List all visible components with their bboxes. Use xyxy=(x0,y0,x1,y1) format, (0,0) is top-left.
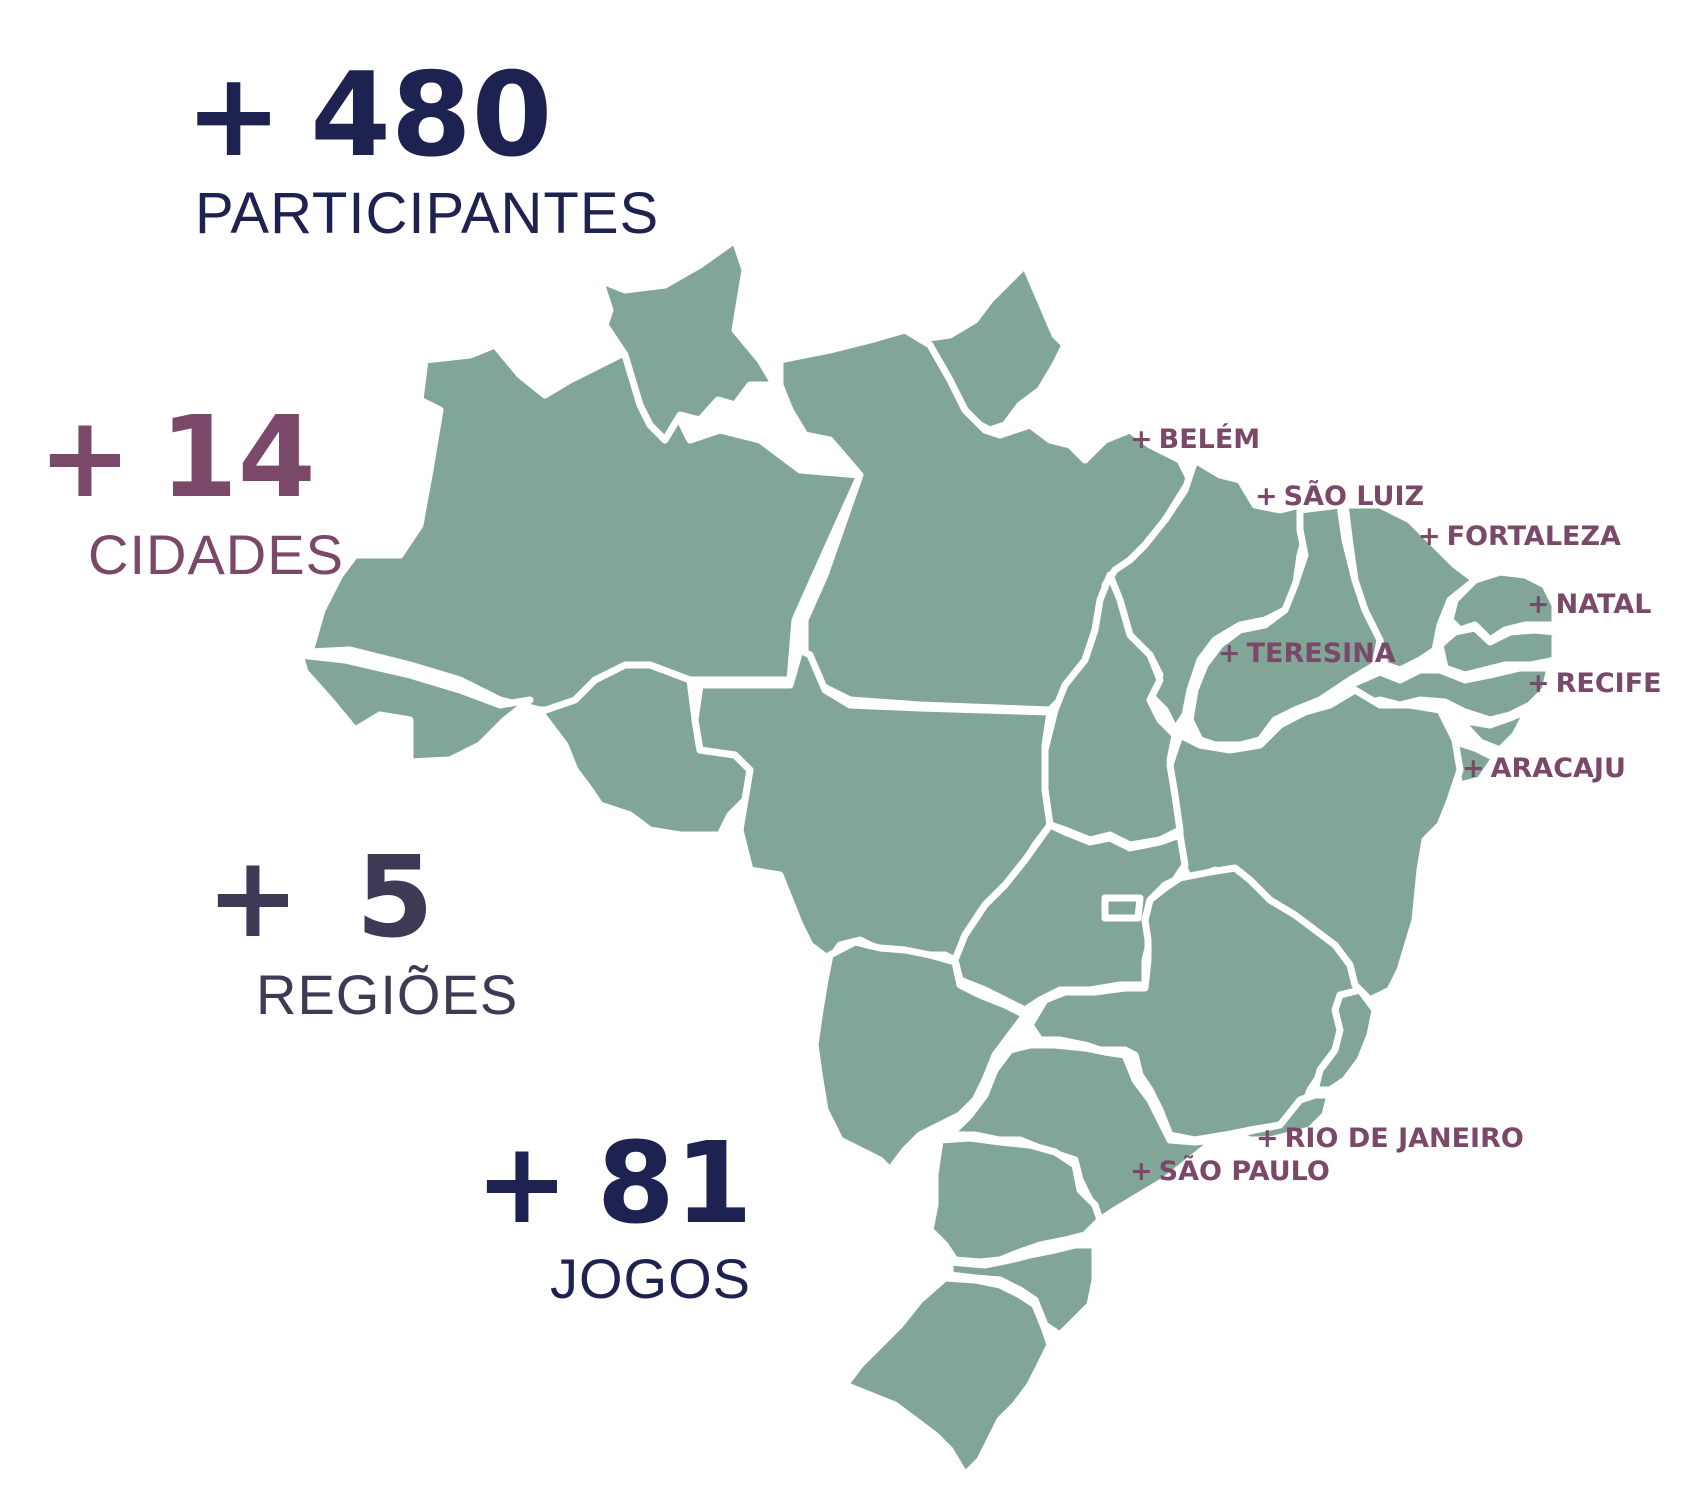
state-rio-grande-do-sul xyxy=(841,1274,1054,1479)
city-label-aracaju: + ARACAJU xyxy=(1462,755,1626,782)
city-name: BELÉM xyxy=(1158,424,1261,455)
plus-icon: + xyxy=(1130,424,1153,455)
state-ceara xyxy=(1341,501,1479,674)
participantes-label: PARTICIPANTES xyxy=(195,181,660,246)
plus-icon: + xyxy=(1130,1156,1153,1187)
plus-icon: + xyxy=(185,48,283,183)
city-name: SÃO LUIZ xyxy=(1283,481,1425,512)
city-label-recife: + RECIFE xyxy=(1527,670,1662,697)
plus-icon: + xyxy=(1462,753,1485,784)
city-label-belem: + BELÉM xyxy=(1130,426,1260,453)
state-mato-grosso-do-sul xyxy=(811,938,1029,1174)
stat-regioes: +5 REGIÕES xyxy=(206,842,518,1027)
cidades-value: +14 xyxy=(38,402,344,514)
regioes-label: REGIÕES xyxy=(256,963,519,1026)
state-santa-catarina xyxy=(946,1241,1099,1339)
plus-icon: + xyxy=(1218,638,1241,669)
state-amazonas xyxy=(306,341,864,714)
city-label-natal: + NATAL xyxy=(1527,591,1651,618)
state-espirito-santo xyxy=(1311,986,1379,1094)
jogos-value: +81 xyxy=(475,1128,753,1240)
city-name: SÃO PAULO xyxy=(1158,1156,1330,1187)
city-name: TERESINA xyxy=(1246,638,1396,669)
regioes-value: +5 xyxy=(206,842,518,954)
plus-icon: + xyxy=(1256,1123,1279,1154)
plus-icon: + xyxy=(475,1119,569,1249)
city-label-sao-paulo: + SÃO PAULO xyxy=(1130,1158,1330,1185)
state-paraiba xyxy=(1436,624,1559,679)
state-minas-gerais xyxy=(1026,864,1379,1144)
city-label-sao-luiz: + SÃO LUIZ xyxy=(1255,483,1424,510)
city-name: ARACAJU xyxy=(1490,753,1626,784)
state-rio-grande-do-norte xyxy=(1446,568,1559,644)
city-name: RECIFE xyxy=(1555,668,1662,699)
plus-icon: + xyxy=(206,833,300,963)
plus-icon: + xyxy=(1527,668,1550,699)
jogos-number: 81 xyxy=(596,1119,753,1249)
regioes-number: 5 xyxy=(355,833,434,963)
state-rio-de-janeiro xyxy=(1231,1091,1334,1144)
jogos-label: JOGOS xyxy=(550,1247,752,1310)
city-label-fortaleza: + FORTALEZA xyxy=(1418,523,1621,550)
stat-jogos: +81 JOGOS xyxy=(475,1128,753,1311)
participantes-value: +480 xyxy=(185,58,659,174)
plus-icon: + xyxy=(1418,521,1441,552)
state-roraima xyxy=(596,236,779,444)
participantes-number: 480 xyxy=(310,48,553,183)
city-label-rio-de-janeiro: + RIO DE JANEIRO xyxy=(1256,1125,1524,1152)
city-label-teresina: + TERESINA xyxy=(1218,640,1396,667)
state-sao-paulo xyxy=(946,1041,1219,1224)
cidades-label: CIDADES xyxy=(88,523,344,586)
stat-participantes: +480 PARTICIPANTES xyxy=(185,58,659,247)
city-name: NATAL xyxy=(1555,589,1652,620)
plus-icon: + xyxy=(1255,481,1278,512)
state-parana xyxy=(926,1134,1104,1266)
city-name: RIO DE JANEIRO xyxy=(1284,1123,1524,1154)
plus-icon: + xyxy=(38,393,132,523)
plus-icon: + xyxy=(1527,589,1550,620)
state-alagoas xyxy=(1456,706,1532,754)
cidades-number: 14 xyxy=(159,393,316,523)
city-name: FORTALEZA xyxy=(1446,521,1621,552)
state-distrito-federal xyxy=(1101,894,1144,922)
state-acre xyxy=(296,651,534,766)
stat-cidades: +14 CIDADES xyxy=(38,402,344,587)
